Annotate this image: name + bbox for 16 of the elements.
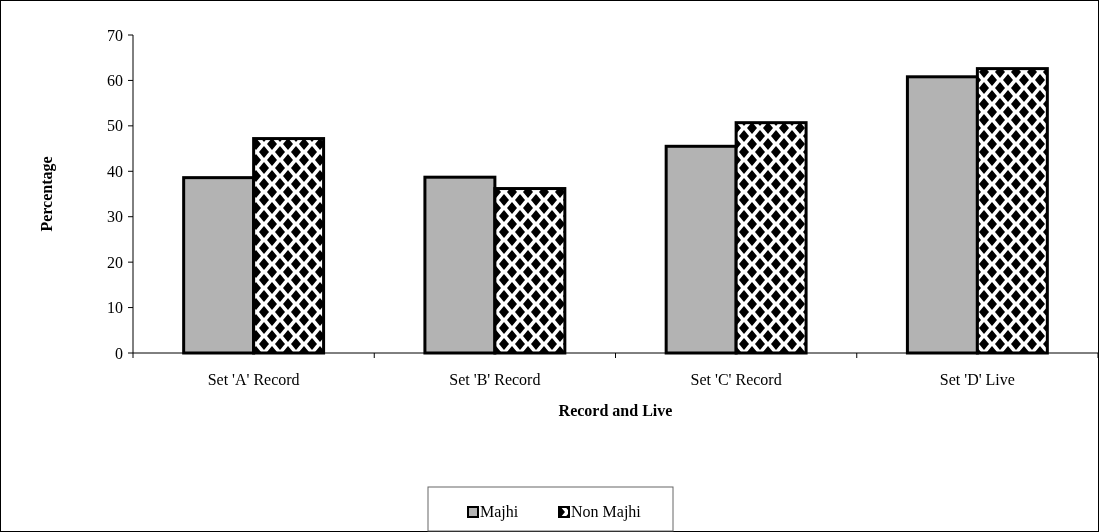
y-tick-label: 50: [107, 117, 123, 135]
y-axis-title: Percentage: [38, 156, 56, 232]
y-tick-label: 60: [107, 72, 123, 90]
x-tick-label: Set 'B' Record: [449, 371, 541, 388]
x-tick-label: Set 'C' Record: [690, 371, 782, 388]
y-tick-label: 20: [107, 253, 123, 271]
y-tick-label: 70: [107, 26, 123, 44]
x-tick-label: Set 'A' Record: [207, 371, 300, 388]
y-tick-label: 0: [115, 344, 123, 362]
x-tick-label: Set 'D' Live: [939, 371, 1015, 388]
y-tick-label: 30: [107, 208, 123, 226]
legend-label: Majhi: [480, 503, 519, 521]
y-tick-label: 10: [107, 299, 123, 317]
x-axis-title: Record and Live: [558, 402, 673, 419]
y-tick-label: 40: [107, 162, 123, 180]
legend-label: Non Majhi: [571, 503, 642, 521]
